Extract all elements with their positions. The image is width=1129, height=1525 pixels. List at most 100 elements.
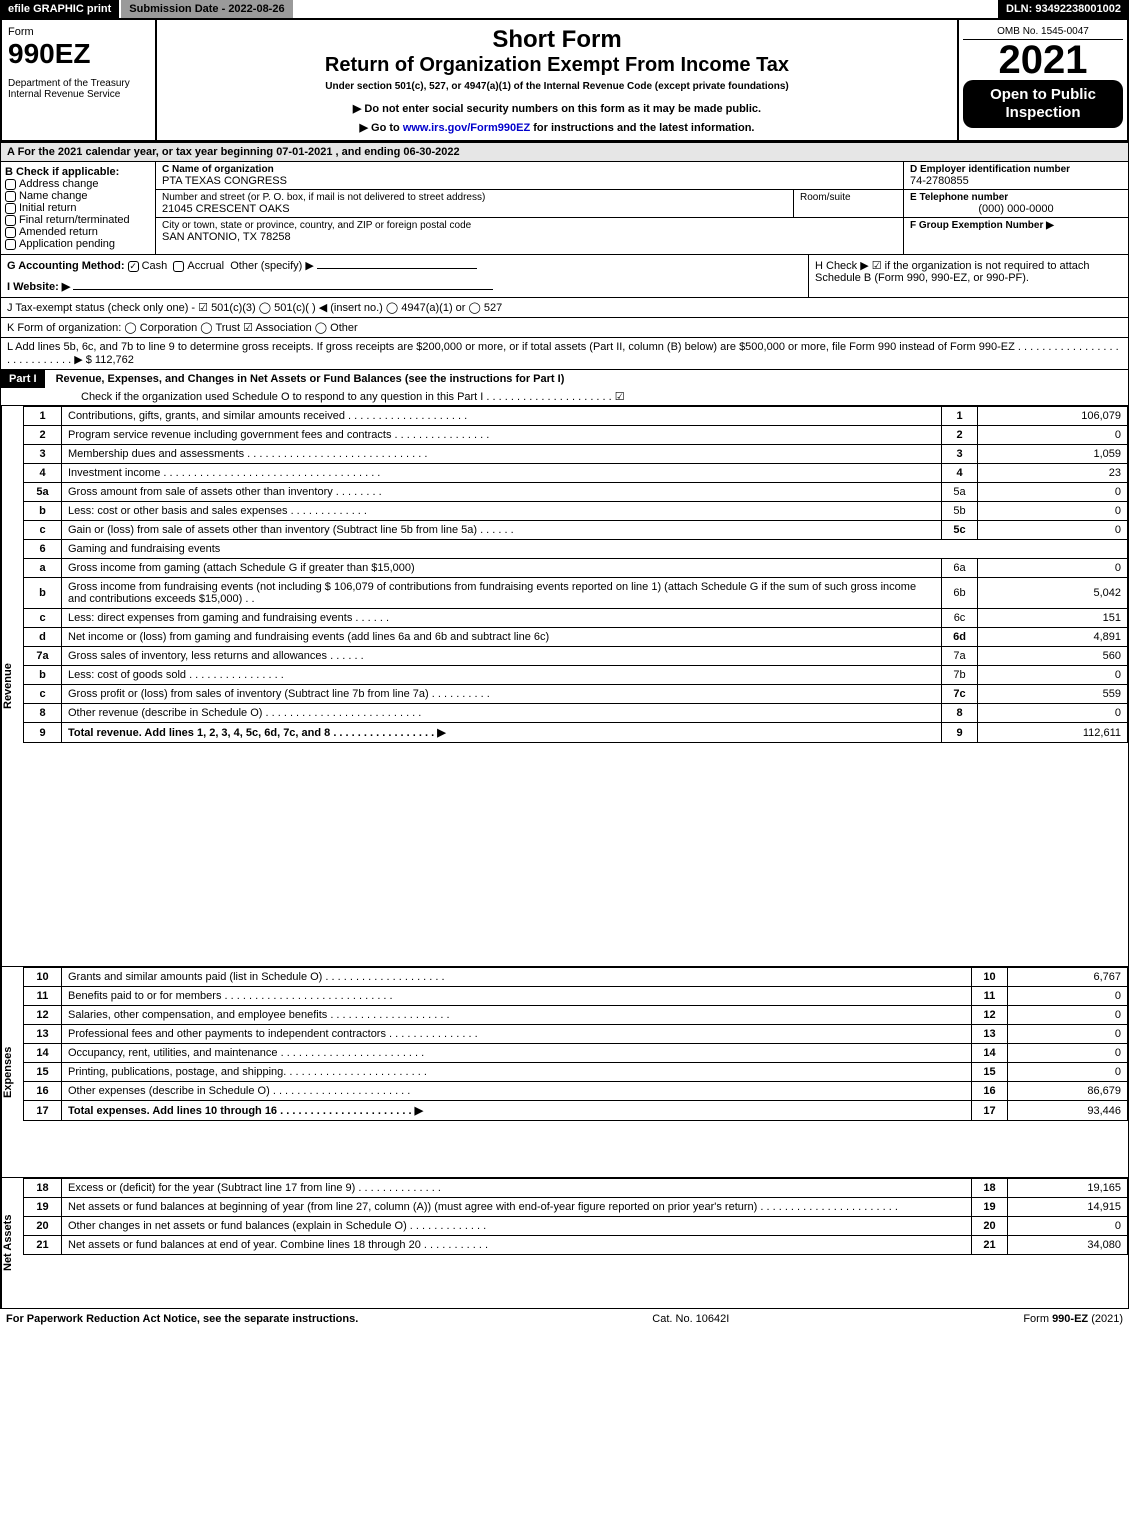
line-7b-subamt: 0 <box>978 666 1128 685</box>
line-6a-subamt: 0 <box>978 559 1128 578</box>
line-11-box: 11 <box>972 987 1008 1006</box>
street-label: Number and street (or P. O. box, if mail… <box>162 192 787 203</box>
line-7c-box: 7c <box>942 685 978 704</box>
line-7a-text: Gross sales of inventory, less returns a… <box>62 647 942 666</box>
line-18-amt: 19,165 <box>1008 1179 1128 1198</box>
line-5c-box: 5c <box>942 521 978 540</box>
b-item-4: Amended return <box>19 226 98 238</box>
checkbox-cash[interactable]: ✓ <box>128 261 139 272</box>
g-other-input[interactable] <box>317 268 477 269</box>
top-bar: efile GRAPHIC print Submission Date - 20… <box>0 0 1129 18</box>
website-input[interactable] <box>73 289 493 290</box>
line-1-box: 1 <box>942 407 978 426</box>
g-cash: Cash <box>142 260 168 272</box>
line-14-num: 14 <box>24 1044 62 1063</box>
line-2-num: 2 <box>24 426 62 445</box>
line-21-num: 21 <box>24 1236 62 1255</box>
line-5a-text: Gross amount from sale of assets other t… <box>68 486 382 498</box>
checkbox-final-return[interactable] <box>5 215 16 226</box>
footer-right: Form 990-EZ (2021) <box>1023 1313 1123 1325</box>
checkbox-amended-return[interactable] <box>5 227 16 238</box>
line-10-box: 10 <box>972 968 1008 987</box>
line-4-num: 4 <box>24 464 62 483</box>
line-20-box: 20 <box>972 1217 1008 1236</box>
line-18-text: Excess or (deficit) for the year (Subtra… <box>62 1179 972 1198</box>
line-2-text: Program service revenue including govern… <box>62 426 942 445</box>
line-7a-subamt: 560 <box>978 647 1128 666</box>
line-6-text: Gaming and fundraising events <box>62 540 1128 559</box>
b-item-1: Name change <box>19 190 88 202</box>
checkbox-address-change[interactable] <box>5 179 16 190</box>
line-21-text: Net assets or fund balances at end of ye… <box>62 1236 972 1255</box>
line-5a-subamt: 0 <box>978 483 1128 502</box>
line-6c-text: Less: direct expenses from gaming and fu… <box>62 609 942 628</box>
line-6c-num: c <box>24 609 62 628</box>
line-11-num: 11 <box>24 987 62 1006</box>
org-name: PTA TEXAS CONGRESS <box>162 175 897 187</box>
checkbox-initial-return[interactable] <box>5 203 16 214</box>
line-16-box: 16 <box>972 1082 1008 1101</box>
b-item-3: Final return/terminated <box>19 214 130 226</box>
line-6a-text: Gross income from gaming (attach Schedul… <box>62 559 942 578</box>
irs-link[interactable]: www.irs.gov/Form990EZ <box>403 122 530 134</box>
section-j: J Tax-exempt status (check only one) - ☑… <box>0 298 1129 318</box>
line-5b-num: b <box>24 502 62 521</box>
line-7b-text: Less: cost of goods sold . . . . . . . .… <box>62 666 942 685</box>
checkbox-application-pending[interactable] <box>5 239 16 250</box>
line-13-box: 13 <box>972 1025 1008 1044</box>
line-21-amt: 34,080 <box>1008 1236 1128 1255</box>
ssn-warning: ▶ Do not enter social security numbers o… <box>167 102 947 115</box>
form-word: Form <box>8 26 149 38</box>
page-footer: For Paperwork Reduction Act Notice, see … <box>0 1309 1129 1329</box>
line-5a-num: 5a <box>24 483 62 502</box>
line-8-text: Other revenue (describe in Schedule O) .… <box>62 704 942 723</box>
footer-mid: Cat. No. 10642I <box>652 1313 729 1325</box>
line-17-text: Total expenses. Add lines 10 through 16 … <box>62 1101 972 1121</box>
short-form-title: Short Form <box>167 26 947 54</box>
i-website-label: I Website: ▶ <box>7 281 70 293</box>
revenue-label: Revenue <box>1 406 23 966</box>
line-7c-text: Gross profit or (loss) from sales of inv… <box>62 685 942 704</box>
c-label: C Name of organization <box>162 164 897 175</box>
form-number: 990EZ <box>8 38 149 70</box>
form-title: Return of Organization Exempt From Incom… <box>167 54 947 77</box>
line-5a-sub: 5a <box>942 483 978 502</box>
line-5b-subamt: 0 <box>978 502 1128 521</box>
efile-print-button[interactable]: efile GRAPHIC print <box>0 0 121 18</box>
line-12-amt: 0 <box>1008 1006 1128 1025</box>
line-9-text: Total revenue. Add lines 1, 2, 3, 4, 5c,… <box>62 723 942 743</box>
line-5c-num: c <box>24 521 62 540</box>
line-16-text: Other expenses (describe in Schedule O) … <box>62 1082 972 1101</box>
netassets-table: 18Excess or (deficit) for the year (Subt… <box>23 1178 1128 1255</box>
city-state-zip: SAN ANTONIO, TX 78258 <box>162 231 897 243</box>
line-7b-sub: 7b <box>942 666 978 685</box>
checkbox-accrual[interactable] <box>173 261 184 272</box>
city-label: City or town, state or province, country… <box>162 220 897 231</box>
expenses-label: Expenses <box>1 967 23 1177</box>
line-13-amt: 0 <box>1008 1025 1128 1044</box>
line-6b-num: b <box>24 578 62 609</box>
line-12-num: 12 <box>24 1006 62 1025</box>
line-1-amt: 106,079 <box>978 407 1128 426</box>
line-17-box: 17 <box>972 1101 1008 1121</box>
line-5b-sub: 5b <box>942 502 978 521</box>
footer-left: For Paperwork Reduction Act Notice, see … <box>6 1313 358 1325</box>
checkbox-name-change[interactable] <box>5 191 16 202</box>
line-6b-text: Gross income from fundraising events (no… <box>62 578 942 609</box>
line-14-box: 14 <box>972 1044 1008 1063</box>
line-3-amt: 1,059 <box>978 445 1128 464</box>
line-13-num: 13 <box>24 1025 62 1044</box>
line-5c-amt: 0 <box>978 521 1128 540</box>
line-18-num: 18 <box>24 1179 62 1198</box>
g-other: Other (specify) ▶ <box>230 260 314 272</box>
line-11-amt: 0 <box>1008 987 1128 1006</box>
line-6-num: 6 <box>24 540 62 559</box>
line-16-amt: 86,679 <box>1008 1082 1128 1101</box>
section-k: K Form of organization: ◯ Corporation ◯ … <box>0 318 1129 338</box>
line-8-box: 8 <box>942 704 978 723</box>
netassets-label: Net Assets <box>1 1178 23 1308</box>
e-label: E Telephone number <box>910 192 1122 203</box>
line-7a-sub: 7a <box>942 647 978 666</box>
section-c: C Name of organization PTA TEXAS CONGRES… <box>156 162 903 254</box>
line-3-num: 3 <box>24 445 62 464</box>
